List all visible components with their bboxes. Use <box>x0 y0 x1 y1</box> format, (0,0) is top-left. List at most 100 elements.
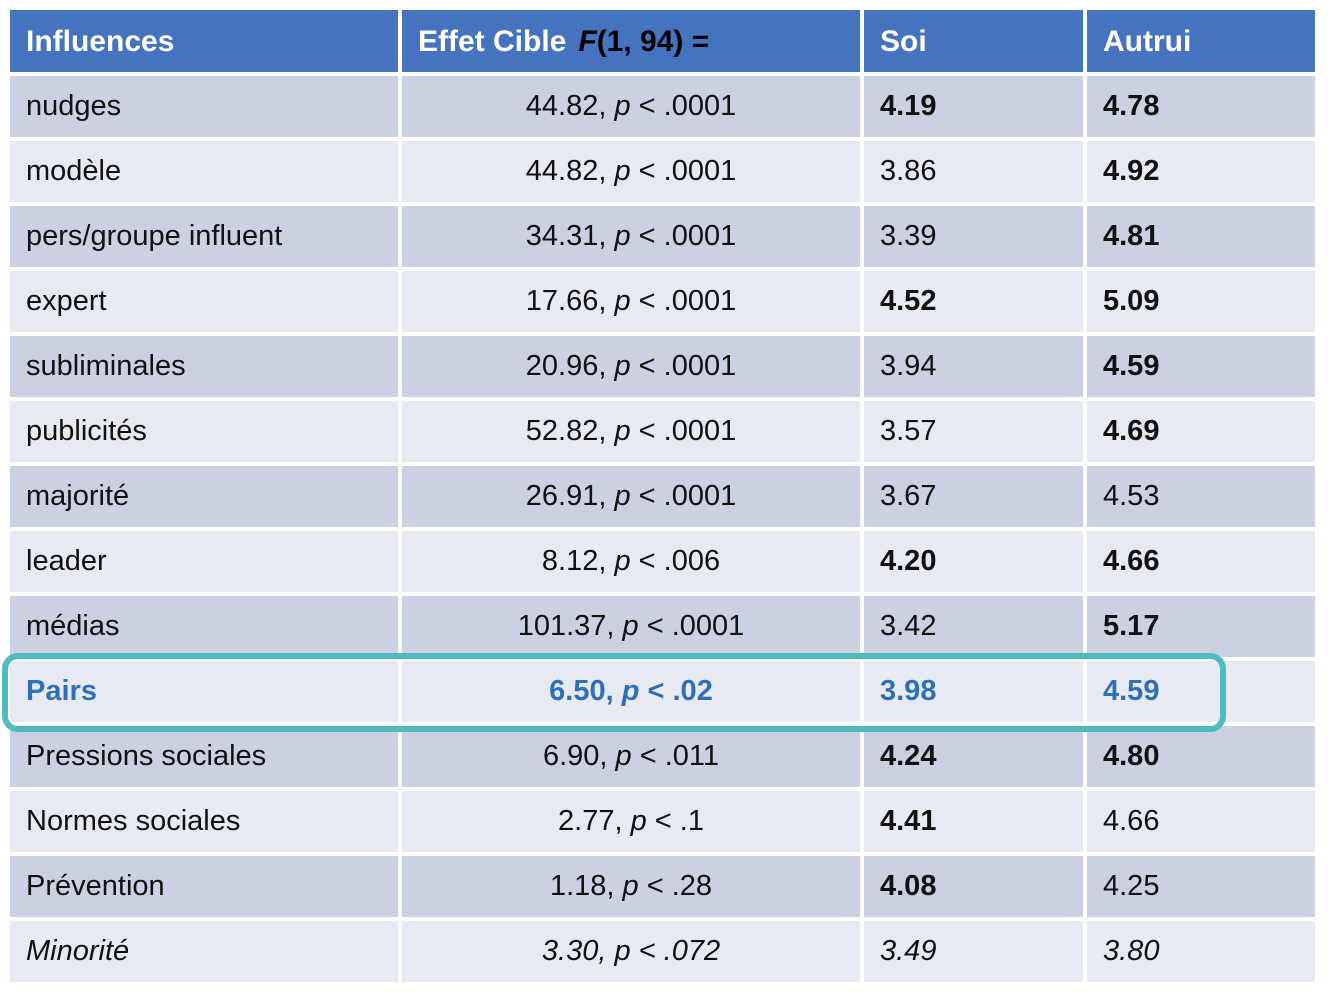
p-symbol: p <box>614 219 631 252</box>
autrui-value-cell: 4.80 <box>1087 726 1315 787</box>
influence-label-cell: nudges <box>10 76 398 137</box>
soi-value-cell: 3.42 <box>864 596 1083 657</box>
f-value: 6.90, <box>542 739 616 772</box>
p-symbol: p <box>614 89 631 122</box>
effect-value-cell: 6.50, p < .02 <box>402 661 860 722</box>
autrui-value-cell: 4.53 <box>1087 466 1315 527</box>
table-row: Pairs 6.50, p < .02 3.98 4.59 <box>10 661 1315 722</box>
p-symbol: p <box>614 349 631 382</box>
soi-value-cell: 3.57 <box>864 401 1083 462</box>
influence-label-cell: majorité <box>10 466 398 527</box>
soi-value-cell: 3.86 <box>864 141 1083 202</box>
table-row: leader 8.12, p < .006 4.20 4.66 <box>10 531 1315 592</box>
table-row: Prévention 1.18, p < .28 4.08 4.25 <box>10 856 1315 917</box>
effect-value-cell: 52.82, p < .0001 <box>402 401 860 462</box>
effect-value-cell: 3.30, p < .072 <box>402 921 860 982</box>
header-influences: Influences <box>10 10 398 72</box>
soi-value-cell: 4.20 <box>864 531 1083 592</box>
p-symbol: p <box>622 869 639 902</box>
p-symbol: p <box>614 934 631 967</box>
p-value: < .0001 <box>638 609 745 642</box>
f-value: 26.91, <box>525 479 615 512</box>
autrui-value-cell: 4.78 <box>1087 76 1315 137</box>
f-value: 101.37, <box>517 609 623 642</box>
header-effect-cible: Effet Cible F(1, 94) = <box>402 10 860 72</box>
f-value: 20.96, <box>525 349 615 382</box>
p-value: < .02 <box>639 674 713 707</box>
table-row: pers/groupe influent 34.31, p < .0001 3.39… <box>10 206 1315 267</box>
effect-value-cell: 17.66, p < .0001 <box>402 271 860 332</box>
autrui-value-cell: 4.92 <box>1087 141 1315 202</box>
effect-value-cell: 44.82, p < .0001 <box>402 141 860 202</box>
soi-value-cell: 3.49 <box>864 921 1083 982</box>
table-row: Minorité 3.30, p < .072 3.49 3.80 <box>10 921 1315 982</box>
influence-label-cell: modèle <box>10 141 398 202</box>
autrui-value-cell: 5.09 <box>1087 271 1315 332</box>
table-row: nudges 44.82, p < .0001 4.19 4.78 <box>10 76 1315 137</box>
table-row: subliminales 20.96, p < .0001 3.94 4.59 <box>10 336 1315 397</box>
effect-value-cell: 8.12, p < .006 <box>402 531 860 592</box>
autrui-value-cell: 4.59 <box>1087 661 1315 722</box>
f-value: 52.82, <box>525 414 615 447</box>
soi-value-cell: 3.39 <box>864 206 1083 267</box>
p-value: < .0001 <box>630 349 737 382</box>
header-effect-label: Effet Cible <box>418 24 567 58</box>
f-value: 8.12, <box>541 544 615 577</box>
effect-value-cell: 20.96, p < .0001 <box>402 336 860 397</box>
soi-value-cell: 3.94 <box>864 336 1083 397</box>
header-f-statistic: F(1, 94) = <box>578 25 709 58</box>
p-symbol: p <box>614 544 631 577</box>
table-row: majorité 26.91, p < .0001 3.67 4.53 <box>10 466 1315 527</box>
table-row: Normes sociales 2.77, p < .1 4.41 4.66 <box>10 791 1315 852</box>
soi-value-cell: 3.67 <box>864 466 1083 527</box>
header-autrui: Autrui <box>1087 10 1315 72</box>
table-row: modèle 44.82, p < .0001 3.86 4.92 <box>10 141 1315 202</box>
header-row: Influences Effet Cible F(1, 94) = Soi Aut… <box>10 10 1315 72</box>
table-row: publicités 52.82, p < .0001 3.57 4.69 <box>10 401 1315 462</box>
f-value: 3.30, <box>541 934 615 967</box>
f-value: 34.31, <box>525 219 615 252</box>
f-value: 17.66, <box>525 284 615 317</box>
p-symbol: p <box>621 674 640 707</box>
f-value: 1.18, <box>549 869 623 902</box>
soi-value-cell: 4.41 <box>864 791 1083 852</box>
p-value: < .0001 <box>630 154 737 187</box>
effect-value-cell: 101.37, p < .0001 <box>402 596 860 657</box>
influence-label-cell: pers/groupe influent <box>10 206 398 267</box>
autrui-value-cell: 4.59 <box>1087 336 1315 397</box>
p-symbol: p <box>630 804 647 837</box>
f-value: 6.50, <box>549 674 622 707</box>
autrui-value-cell: 4.69 <box>1087 401 1315 462</box>
table-row: Pressions sociales 6.90, p < .011 4.24 4.80 <box>10 726 1315 787</box>
p-value: < .006 <box>630 544 721 577</box>
autrui-value-cell: 4.25 <box>1087 856 1315 917</box>
soi-value-cell: 4.08 <box>864 856 1083 917</box>
f-value: 2.77, <box>558 804 631 837</box>
f-value: 44.82, <box>525 89 615 122</box>
p-value: < .072 <box>630 934 721 967</box>
autrui-value-cell: 3.80 <box>1087 921 1315 982</box>
table-row: médias 101.37, p < .0001 3.42 5.17 <box>10 596 1315 657</box>
p-symbol: p <box>614 154 631 187</box>
soi-value-cell: 3.98 <box>864 661 1083 722</box>
p-symbol: p <box>615 739 632 772</box>
influence-label-cell: médias <box>10 596 398 657</box>
table-row: expert 17.66, p < .0001 4.52 5.09 <box>10 271 1315 332</box>
header-soi: Soi <box>864 10 1083 72</box>
table-body: nudges 44.82, p < .0001 4.19 4.78 modèle 44.8… <box>10 76 1315 982</box>
effect-value-cell: 6.90, p < .011 <box>402 726 860 787</box>
soi-value-cell: 4.19 <box>864 76 1083 137</box>
effect-value-cell: 44.82, p < .0001 <box>402 76 860 137</box>
p-value: < .0001 <box>630 219 737 252</box>
soi-value-cell: 4.52 <box>864 271 1083 332</box>
autrui-value-cell: 4.66 <box>1087 531 1315 592</box>
influence-label-cell: publicités <box>10 401 398 462</box>
effect-value-cell: 2.77, p < .1 <box>402 791 860 852</box>
results-table: Influences Effet Cible F(1, 94) = Soi Aut… <box>6 6 1319 986</box>
p-value: < .28 <box>638 869 713 902</box>
p-value: < .1 <box>646 804 704 837</box>
influence-label-cell: Minorité <box>10 921 398 982</box>
effect-value-cell: 26.91, p < .0001 <box>402 466 860 527</box>
p-value: < .0001 <box>630 479 737 512</box>
effect-value-cell: 34.31, p < .0001 <box>402 206 860 267</box>
